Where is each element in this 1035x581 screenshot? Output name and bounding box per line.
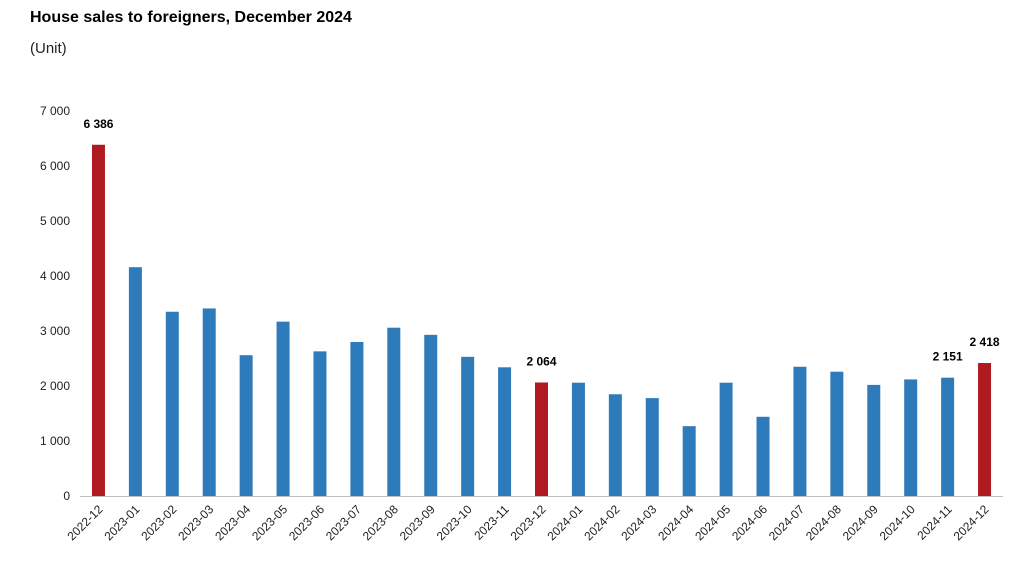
bar-2024-05 (719, 382, 733, 496)
x-tick-label: 2024-09 (840, 502, 881, 543)
bar-2024-10 (904, 379, 918, 496)
x-tick-label: 2023-03 (175, 502, 216, 543)
bar-2024-02 (608, 394, 622, 496)
bar-2024-06 (756, 416, 770, 496)
bar-2023-06 (313, 351, 327, 496)
bar-2024-03 (645, 398, 659, 496)
data-label-2024-11: 2 151 (933, 350, 963, 364)
x-tick-label: 2024-10 (877, 502, 918, 543)
data-labels: 6 386 2 064 2 151 2 418 (83, 117, 999, 369)
data-label-2024-12: 2 418 (970, 335, 1000, 349)
y-axis-ticks: 0 1 000 2 000 3 000 4 000 5 000 6 000 7 000 (40, 104, 70, 503)
x-tick-label: 2024-11 (914, 502, 955, 543)
bar-2023-10 (461, 356, 475, 496)
bar-2023-01 (128, 267, 142, 496)
unit-label: (Unit) (30, 40, 67, 57)
x-tick-label: 2023-08 (360, 502, 401, 543)
x-tick-label: 2023-10 (434, 502, 475, 543)
x-tick-label: 2024-12 (951, 502, 992, 543)
x-tick-label: 2024-01 (544, 502, 585, 543)
x-tick-label: 2023-06 (286, 502, 327, 543)
y-tick-label: 3 000 (40, 324, 70, 338)
y-tick-label: 4 000 (40, 269, 70, 283)
bar-2024-09 (867, 384, 881, 496)
y-tick-label: 5 000 (40, 214, 70, 228)
x-tick-label: 2023-11 (471, 502, 512, 543)
bar-2023-03 (202, 308, 216, 496)
bar-2023-08 (387, 327, 401, 496)
y-tick-label: 0 (63, 489, 70, 503)
x-tick-label: 2024-07 (766, 502, 807, 543)
x-tick-label: 2024-06 (729, 502, 770, 543)
bar-2023-11 (498, 367, 512, 496)
bar-2023-02 (165, 311, 179, 496)
bar-2024-04 (682, 426, 696, 496)
x-tick-label: 2024-03 (618, 502, 659, 543)
x-tick-label: 2023-04 (212, 502, 253, 543)
bar-2023-04 (239, 355, 253, 496)
bar-2023-09 (424, 334, 438, 496)
x-tick-label: 2023-05 (249, 502, 290, 543)
y-tick-label: 6 000 (40, 159, 70, 173)
x-tick-label: 2023-09 (397, 502, 438, 543)
bar-2024-07 (793, 366, 807, 496)
data-label-2023-12: 2 064 (526, 354, 556, 368)
bar-2022-12 (91, 144, 105, 496)
bar-2024-12 (978, 363, 992, 496)
bar-2024-11 (941, 377, 955, 496)
bar-2024-08 (830, 371, 844, 496)
x-tick-label: 2023-01 (101, 502, 142, 543)
bar-2023-12 (535, 382, 548, 496)
x-tick-label: 2024-04 (655, 502, 696, 543)
chart-title: House sales to foreigners, December 2024 (30, 9, 352, 26)
x-tick-label: 2023-02 (138, 502, 179, 543)
x-axis-ticks: 2022-122023-012023-022023-032023-042023-… (65, 502, 992, 543)
x-tick-label: 2024-02 (581, 502, 622, 543)
bar-2023-07 (350, 342, 364, 496)
bars (91, 144, 992, 496)
bar-2024-01 (571, 382, 585, 496)
x-tick-label: 2022-12 (65, 502, 106, 543)
bar-2023-05 (276, 321, 290, 496)
x-tick-label: 2023-07 (323, 502, 364, 543)
data-label-2022-12: 6 386 (83, 117, 113, 131)
y-tick-label: 1 000 (40, 434, 70, 448)
x-tick-label: 2024-08 (803, 502, 844, 543)
x-tick-label: 2024-05 (692, 502, 733, 543)
y-tick-label: 7 000 (40, 104, 70, 118)
x-tick-label: 2023-12 (508, 502, 549, 543)
y-tick-label: 2 000 (40, 379, 70, 393)
